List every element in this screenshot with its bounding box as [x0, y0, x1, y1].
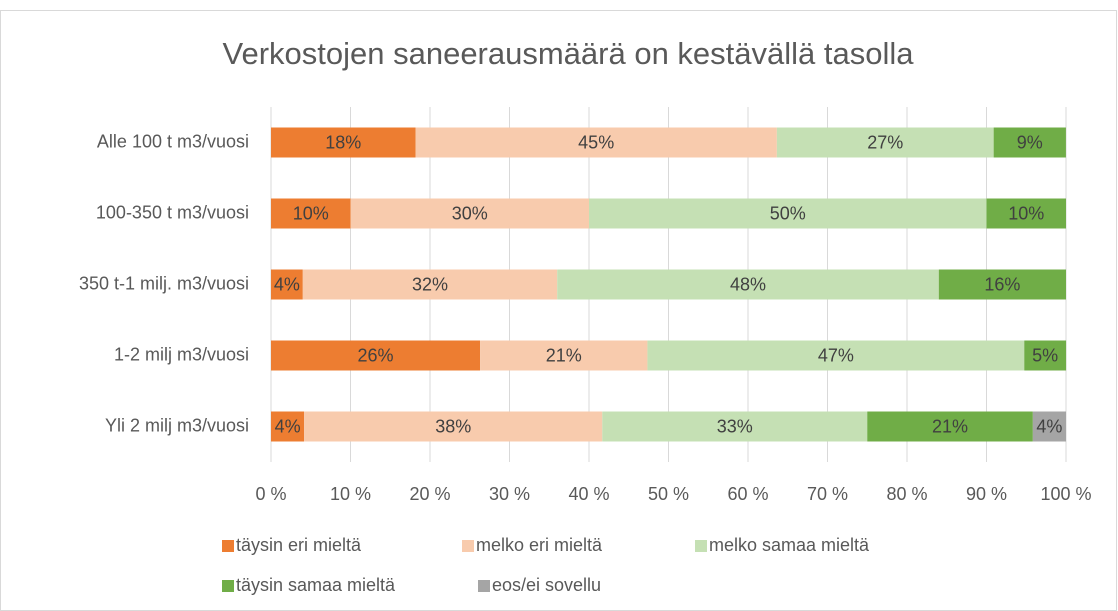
legend-swatch: [478, 580, 490, 592]
bar-segment: [1032, 411, 1066, 442]
bar-segment: [271, 127, 416, 158]
bar-segment: [557, 269, 939, 300]
legend-label: täysin eri mieltä: [236, 535, 362, 555]
data-label: 4%: [275, 416, 301, 436]
x-tick-label: 90 %: [966, 484, 1007, 504]
data-label: 48%: [730, 274, 766, 294]
bar-segment: [938, 269, 1066, 300]
data-label: 10%: [1008, 203, 1044, 223]
x-tick-label: 60 %: [727, 484, 768, 504]
bar-segment: [415, 127, 777, 158]
bar-segment: [304, 411, 603, 442]
bar-segment: [647, 340, 1025, 371]
bar-segment: [993, 127, 1066, 158]
x-tick-label: 0 %: [255, 484, 286, 504]
data-label: 50%: [770, 203, 806, 223]
data-label: 16%: [984, 274, 1020, 294]
legend-label: täysin samaa mieltä: [236, 575, 396, 595]
y-tick-label: 350 t-1 milj. m3/vuosi: [79, 273, 249, 293]
legend-swatch: [462, 540, 474, 552]
y-tick-label: Yli 2 milj m3/vuosi: [105, 415, 249, 435]
y-tick-label: 1-2 milj m3/vuosi: [114, 344, 249, 364]
x-tick-label: 80 %: [886, 484, 927, 504]
x-tick-label: 40 %: [568, 484, 609, 504]
bar-segment: [271, 269, 303, 300]
chart-title: Verkostojen saneerausmäärä on kestävällä…: [222, 36, 914, 71]
bar-segment: [271, 340, 481, 371]
bar-segment: [480, 340, 648, 371]
legend-label: melko samaa mieltä: [709, 535, 870, 555]
data-label: 10%: [293, 203, 329, 223]
legend-swatch: [222, 580, 234, 592]
legend-label: eos/ei sovellu: [492, 575, 601, 595]
bar-segment: [350, 198, 589, 229]
data-label: 38%: [435, 416, 471, 436]
x-tick-label: 30 %: [489, 484, 530, 504]
bar-segment: [602, 411, 868, 442]
x-tick-label: 70 %: [807, 484, 848, 504]
bar-segment: [271, 411, 305, 442]
bar-segment: [867, 411, 1033, 442]
data-label: 21%: [546, 345, 582, 365]
y-tick-label: Alle 100 t m3/vuosi: [97, 131, 249, 151]
x-tick-label: 20 %: [409, 484, 450, 504]
data-label: 4%: [1036, 416, 1062, 436]
data-label: 33%: [717, 416, 753, 436]
data-label: 21%: [932, 416, 968, 436]
bar-segment: [1024, 340, 1067, 371]
data-label: 9%: [1017, 132, 1043, 152]
data-label: 4%: [274, 274, 300, 294]
bar-segment: [776, 127, 994, 158]
x-tick-label: 10 %: [330, 484, 371, 504]
data-label: 27%: [867, 132, 903, 152]
y-tick-label: 100-350 t m3/vuosi: [96, 202, 249, 222]
bar-segment: [589, 198, 987, 229]
legend-swatch: [222, 540, 234, 552]
bar-segment: [271, 198, 351, 229]
data-label: 47%: [818, 345, 854, 365]
chart-border: [0, 10, 1117, 611]
x-tick-label: 100 %: [1040, 484, 1091, 504]
legend-swatch: [695, 540, 707, 552]
data-label: 5%: [1032, 345, 1058, 365]
x-tick-label: 50 %: [648, 484, 689, 504]
bar-segment: [986, 198, 1066, 229]
legend-label: melko eri mieltä: [476, 535, 603, 555]
data-label: 32%: [412, 274, 448, 294]
data-label: 26%: [358, 345, 394, 365]
data-label: 18%: [325, 132, 361, 152]
data-label: 30%: [452, 203, 488, 223]
bar-segment: [302, 269, 558, 300]
data-label: 45%: [578, 132, 614, 152]
